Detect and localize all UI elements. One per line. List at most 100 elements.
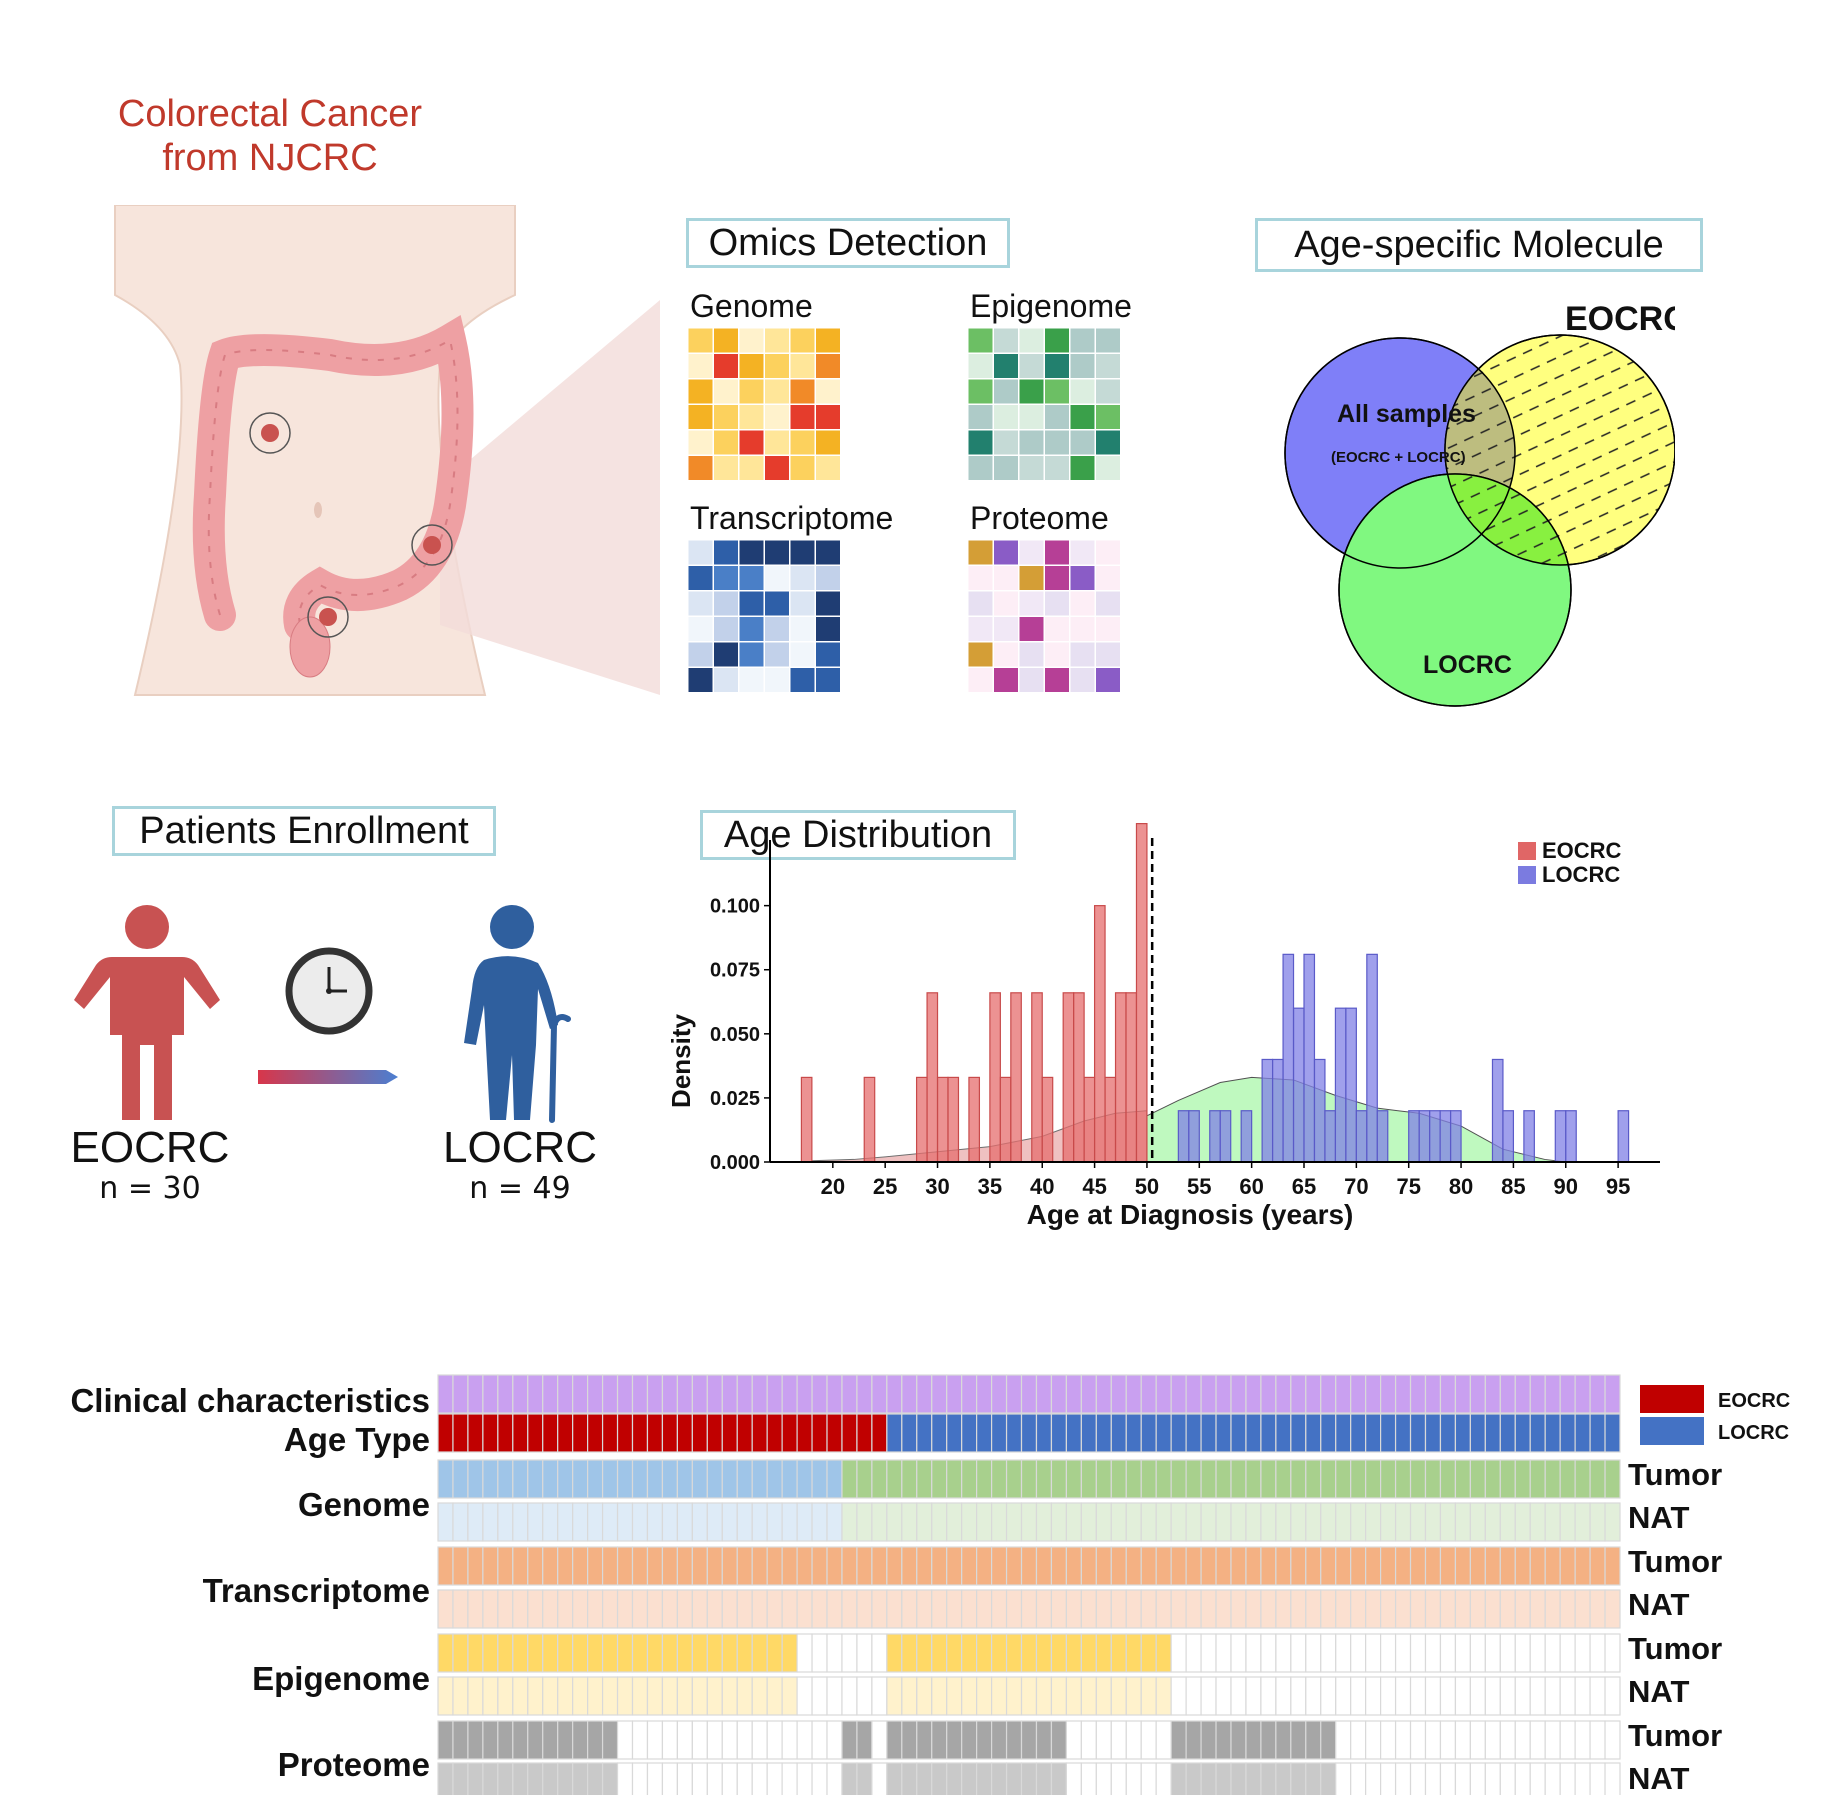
heatmap-side-label: Tumor xyxy=(1628,1631,1722,1666)
heatmap-side-label: Tumor xyxy=(1628,1718,1722,1753)
bar-locrc-53 xyxy=(1177,1110,1190,1163)
x-tick-label: 20 xyxy=(821,1174,845,1199)
x-tick-label: 70 xyxy=(1344,1174,1368,1199)
heatmap-row-label: Clinical characteristics xyxy=(70,1382,430,1419)
x-tick-label: 75 xyxy=(1396,1174,1420,1199)
heatmap-row-10 xyxy=(437,1762,1621,1795)
y-tick-label: 0.050 xyxy=(710,1024,760,1046)
venn-locrc-label: LOCRC xyxy=(1423,651,1512,679)
legend-swatch-locrc xyxy=(1518,866,1536,884)
title-line-1: Colorectal Cancer xyxy=(117,93,423,135)
bar-eocrc-44 xyxy=(1083,1076,1096,1163)
x-tick-label: 25 xyxy=(873,1174,897,1199)
person-icon xyxy=(74,905,220,1120)
torso-illustration xyxy=(114,205,660,696)
heatmap-row-2 xyxy=(437,1413,1621,1453)
bar-locrc-71 xyxy=(1366,953,1378,1163)
bar-locrc-83 xyxy=(1491,1058,1504,1163)
x-tick-label: 30 xyxy=(925,1174,949,1199)
heatmap-side-label: NAT xyxy=(1628,1761,1689,1795)
bar-eocrc-42 xyxy=(1062,992,1075,1163)
legend-swatch-eocrc xyxy=(1518,842,1536,860)
bar-locrc-72 xyxy=(1376,1110,1389,1163)
bar-eocrc-31 xyxy=(947,1076,960,1163)
heatmap-row-label: Genome xyxy=(298,1486,430,1523)
legend-label-locrc: LOCRC xyxy=(1542,862,1620,887)
genome-panel-title: Genome xyxy=(690,288,813,324)
bar-locrc-84 xyxy=(1502,1110,1515,1163)
bar-eocrc-17 xyxy=(800,1076,813,1163)
heatmap-row-label: Age Type xyxy=(284,1421,430,1458)
y-tick-label: 0.100 xyxy=(710,896,760,918)
bar-locrc-77 xyxy=(1429,1110,1441,1163)
tumor-2 xyxy=(411,524,453,566)
bar-locrc-86 xyxy=(1523,1110,1535,1163)
omics-grid-1 xyxy=(688,328,841,481)
heatmap-row-5 xyxy=(437,1546,1621,1586)
study-title: Colorectal Cancer from NJCRC xyxy=(110,92,430,180)
y-tick-label: 0.075 xyxy=(710,960,760,982)
bar-locrc-63 xyxy=(1282,953,1295,1163)
x-tick-label: 95 xyxy=(1606,1174,1630,1199)
bar-eocrc-28 xyxy=(915,1076,928,1163)
bar-locrc-66 xyxy=(1313,1058,1326,1163)
bar-locrc-56 xyxy=(1209,1110,1221,1163)
bar-locrc-65 xyxy=(1303,953,1316,1163)
x-tick-label: 60 xyxy=(1239,1174,1263,1199)
bar-eocrc-43 xyxy=(1073,992,1085,1163)
bar-locrc-90 xyxy=(1565,1110,1577,1163)
omics-detection-label: Omics Detection xyxy=(686,218,1010,268)
venn-eocrc-label: EOCRC xyxy=(1565,300,1675,338)
x-tick-label: 40 xyxy=(1030,1174,1054,1199)
bar-eocrc-36 xyxy=(999,1076,1012,1163)
bar-locrc-64 xyxy=(1292,1007,1305,1163)
locrc-name: LOCRC xyxy=(442,1123,598,1172)
bar-locrc-59 xyxy=(1240,1110,1253,1163)
heatmap-side-label: NAT xyxy=(1628,1674,1689,1709)
heatmap-row-label: Proteome xyxy=(278,1746,430,1783)
bar-eocrc-47 xyxy=(1114,992,1127,1163)
heatmap-row-4 xyxy=(437,1502,1621,1542)
bar-locrc-76 xyxy=(1418,1110,1431,1163)
tumor-3 xyxy=(307,596,349,638)
clock-icon xyxy=(285,947,373,1035)
bar-eocrc-45 xyxy=(1093,905,1106,1163)
patients-enrollment-label: Patients Enrollment xyxy=(112,806,496,856)
bar-locrc-62 xyxy=(1271,1058,1284,1163)
heatmap-row-label: Epigenome xyxy=(252,1660,430,1697)
bar-eocrc-48 xyxy=(1125,992,1138,1163)
title-line-2: from NJCRC xyxy=(162,137,378,179)
age-specific-molecule-label: Age-specific Molecule xyxy=(1255,218,1703,272)
epigenome-panel-title: Epigenome xyxy=(970,288,1132,324)
x-axis-label: Age at Diagnosis (years) xyxy=(1027,1199,1354,1230)
x-tick-label: 35 xyxy=(978,1174,1002,1199)
y-tick-label: 0.025 xyxy=(710,1088,760,1110)
x-tick-label: 80 xyxy=(1449,1174,1473,1199)
bar-eocrc-30 xyxy=(936,1076,949,1163)
bar-eocrc-23 xyxy=(863,1076,876,1163)
heatmap-side-label: Tumor xyxy=(1628,1457,1722,1492)
bar-locrc-68 xyxy=(1334,1007,1347,1163)
venn-all-samples-sub: (EOCRC + LOCRC) xyxy=(1331,449,1466,466)
eocrc-group: EOCRC n = 30 xyxy=(60,1125,240,1207)
heatmap-row-8 xyxy=(437,1676,1621,1716)
bar-locrc-61 xyxy=(1261,1058,1274,1163)
bar-eocrc-40 xyxy=(1041,1076,1054,1163)
bar-locrc-70 xyxy=(1355,1110,1368,1163)
bar-locrc-75 xyxy=(1408,1110,1420,1163)
bar-eocrc-46 xyxy=(1104,1076,1117,1163)
legend-label-eocrc: EOCRC xyxy=(1542,838,1622,863)
heatmap-side-label: NAT xyxy=(1628,1587,1689,1622)
transcriptome-panel-title: Transcriptome xyxy=(690,500,894,536)
heatmap-row-3 xyxy=(437,1459,1621,1499)
bar-eocrc-49 xyxy=(1135,822,1148,1163)
heatmap-row-6 xyxy=(437,1589,1621,1629)
bar-eocrc-29 xyxy=(926,992,939,1163)
heatmap-row-label: Transcriptome xyxy=(203,1572,430,1609)
bar-locrc-78 xyxy=(1439,1110,1452,1163)
heatmap-side-label: Tumor xyxy=(1628,1544,1722,1579)
bar-eocrc-35 xyxy=(989,992,1001,1163)
bar-locrc-69 xyxy=(1345,1007,1357,1163)
eocrc-name: EOCRC xyxy=(70,1123,230,1172)
